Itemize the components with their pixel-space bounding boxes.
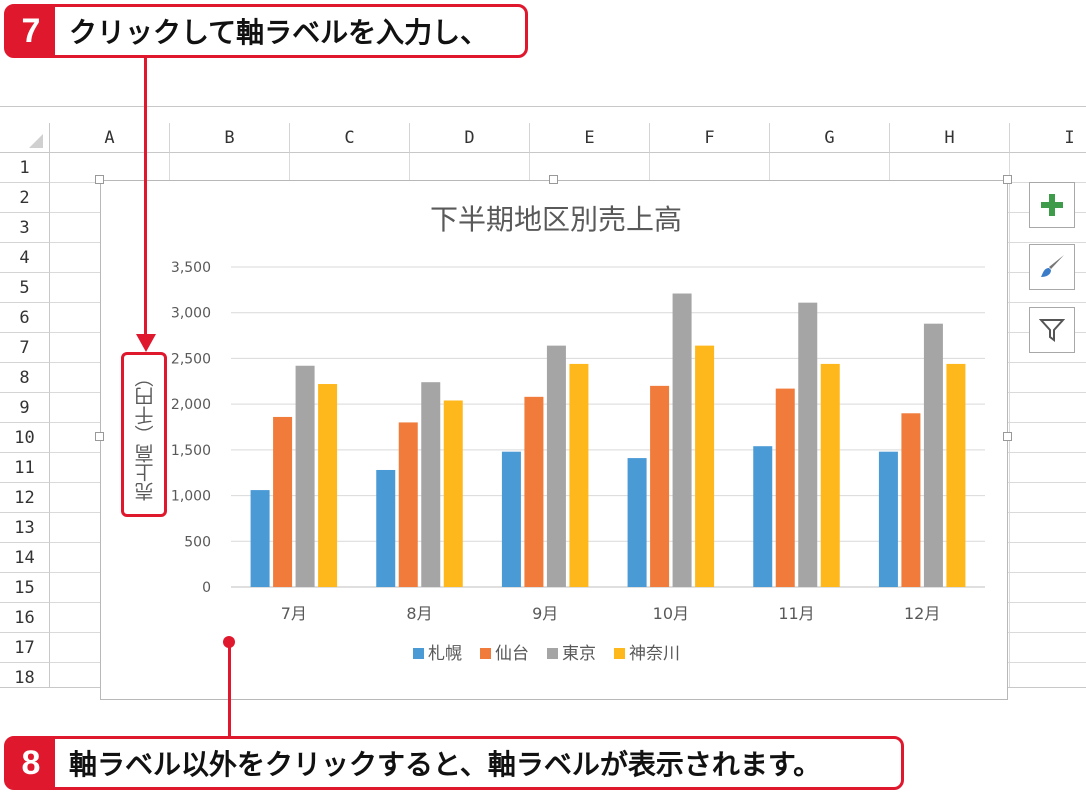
bar-東京-7月 [295,365,315,587]
bar-東京-11月 [798,302,818,587]
column-chart[interactable]: 下半期地区別売上高 0 500 1,000 1,500 2,000 2,500 3,000 3… [101,181,1007,699]
chart-title[interactable]: 下半期地区別売上高 [430,203,682,236]
legend-swatch-仙台 [480,648,491,659]
bar-札幌-12月 [878,451,898,587]
x-tick-label: 7月 [281,604,307,623]
bar-札幌-8月 [376,469,396,587]
step7-number: 7 [7,7,55,55]
bar-神奈川-8月 [443,400,463,587]
bar-神奈川-9月 [569,363,589,587]
row-header-12[interactable]: 12 [0,483,50,513]
row-header-11[interactable]: 11 [0,453,50,483]
row-header-2[interactable]: 2 [0,183,50,213]
y-axis-title-highlight [121,352,167,517]
resize-handle-ml[interactable] [95,432,104,441]
select-all-corner[interactable] [0,123,50,153]
resize-handle-mr[interactable] [1003,432,1012,441]
bar-仙台-9月 [524,396,544,587]
bar-仙台-10月 [650,385,670,587]
bar-神奈川-12月 [946,363,966,587]
column-gridline [1009,153,1010,687]
bar-札幌-9月 [501,451,521,587]
legend-entry: 東京 [562,644,596,664]
bar-東京-8月 [421,382,441,587]
row-header-18[interactable]: 18 [0,663,50,687]
column-header-a[interactable]: A [50,123,170,153]
x-tick-label: 12月 [904,604,940,623]
bar-仙台-11月 [775,388,795,587]
x-tick-label: 8月 [406,604,432,623]
row-header-5[interactable]: 5 [0,273,50,303]
bar-神奈川-11月 [820,363,840,587]
y-tick-label: 2,000 [171,397,211,413]
y-tick-label: 1,000 [171,489,211,505]
bar-神奈川-10月 [695,345,715,587]
row-header-9[interactable]: 9 [0,393,50,423]
x-tick-label: 10月 [653,604,689,623]
legend-entry: 仙台 [495,644,529,664]
x-tick-label: 9月 [532,604,558,623]
row-header-15[interactable]: 15 [0,573,50,603]
bar-仙台-8月 [398,422,418,587]
row-header-14[interactable]: 14 [0,543,50,573]
row-header-3[interactable]: 3 [0,213,50,243]
y-tick-label: 2,500 [171,351,211,367]
bar-東京-9月 [546,345,566,587]
column-header-d[interactable]: D [410,123,530,153]
column-header-g[interactable]: G [770,123,890,153]
y-tick-label: 0 [202,580,211,596]
column-header-h[interactable]: H [890,123,1010,153]
row-header-7[interactable]: 7 [0,333,50,363]
chart-area[interactable]: 下半期地区別売上高 0 500 1,000 1,500 2,000 2,500 3,000 3… [100,180,1008,700]
column-header-b[interactable]: B [170,123,290,153]
resize-handle-tc[interactable] [549,175,558,184]
y-tick-label: 3,000 [171,306,211,322]
step7-text: クリックして軸ラベルを入力し、 [69,16,489,49]
step8-callout: 8 軸ラベル以外をクリックすると、軸ラベルが表示されます。 [4,736,904,790]
step8-text: 軸ラベル以外をクリックすると、軸ラベルが表示されます。 [69,748,822,781]
legend-swatch-神奈川 [614,648,625,659]
step8-number: 8 [7,739,55,787]
step7-callout: 7 クリックして軸ラベルを入力し、 [4,4,528,58]
paintbrush-icon [1041,255,1064,277]
column-header-c[interactable]: C [290,123,410,153]
bar-仙台-12月 [901,413,921,587]
bar-札幌-7月 [250,490,270,587]
chart-elements-button[interactable] [1029,182,1075,228]
row-header-13[interactable]: 13 [0,513,50,543]
column-header-f[interactable]: F [650,123,770,153]
legend-swatch-東京 [547,648,558,659]
row-header-10[interactable]: 10 [0,423,50,453]
connector-line-bottom [228,642,231,738]
y-tick-label: 3,500 [171,260,211,276]
row-header-8[interactable]: 8 [0,363,50,393]
connector-line-top [144,58,147,338]
resize-handle-tr[interactable] [1003,175,1012,184]
x-tick-label: 11月 [778,604,814,623]
row-header-17[interactable]: 17 [0,633,50,663]
legend-entry: 札幌 [428,644,462,664]
chart-styles-button[interactable] [1029,244,1075,290]
bar-札幌-10月 [627,458,647,587]
legend-swatch-札幌 [413,648,424,659]
plus-icon [1041,194,1063,216]
row-header-6[interactable]: 6 [0,303,50,333]
row-header-1[interactable]: 1 [0,153,50,183]
bar-神奈川-7月 [318,384,338,587]
bar-札幌-11月 [753,446,773,587]
y-tick-label: 500 [184,534,211,550]
row-header-4[interactable]: 4 [0,243,50,273]
bar-東京-10月 [672,293,692,587]
chart-filters-button[interactable] [1029,307,1075,353]
column-header-i[interactable]: I [1010,123,1086,153]
resize-handle-tl[interactable] [95,175,104,184]
filter-icon [1039,319,1065,342]
column-header-e[interactable]: E [530,123,650,153]
row-header-16[interactable]: 16 [0,603,50,633]
bar-東京-12月 [923,323,943,587]
legend-entry: 神奈川 [629,644,680,664]
connector-arrowhead [136,334,156,352]
y-tick-label: 1,500 [171,443,211,459]
bar-仙台-7月 [273,416,293,587]
